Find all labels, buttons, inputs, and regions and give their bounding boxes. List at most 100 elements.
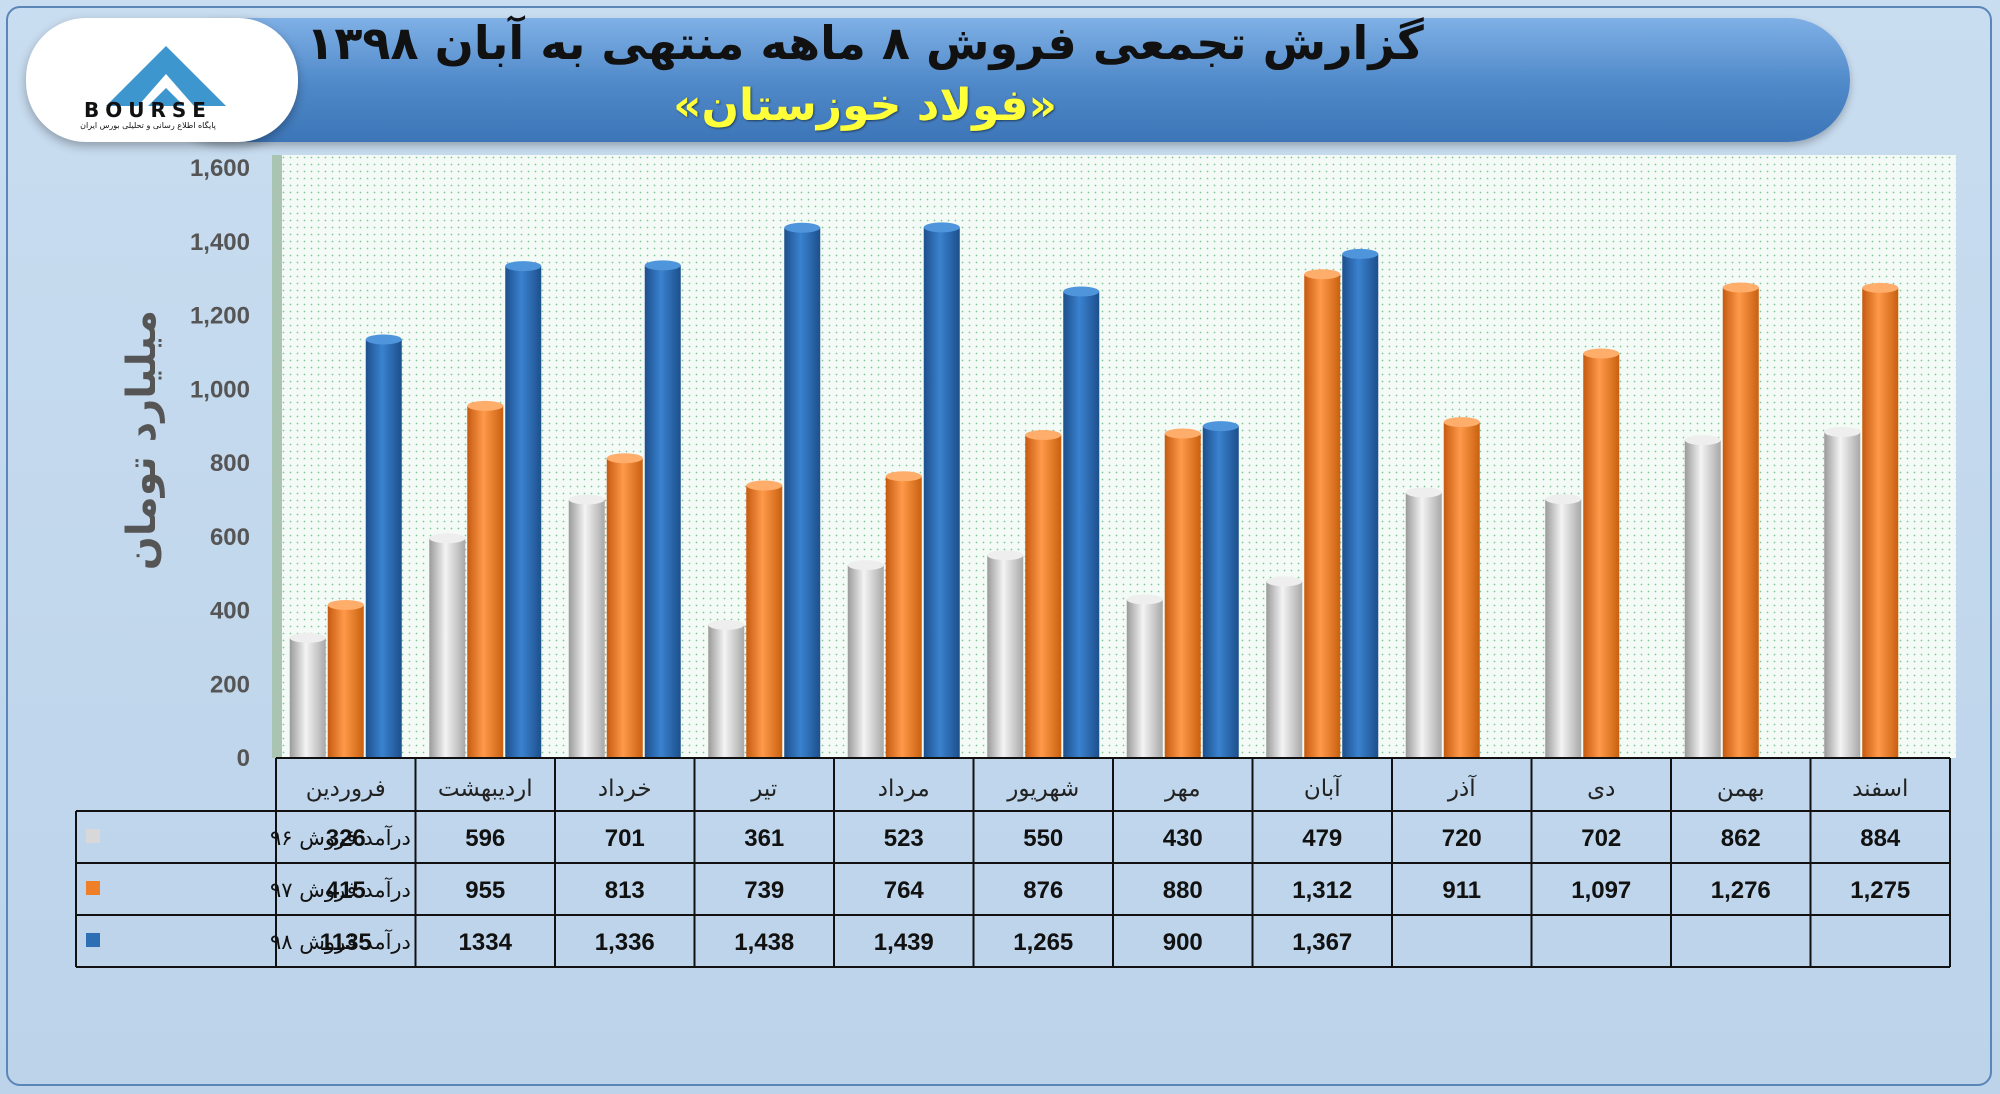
y-tick-label: 0 [237,745,250,772]
bar-96 [429,538,466,758]
table-cell: 862 [1721,825,1761,852]
table-cell: 702 [1581,825,1621,852]
bar-96 [847,565,884,758]
bar-cap [1545,494,1582,505]
bar-97 [1025,434,1062,758]
x-tick-label: اردیبهشت [438,776,533,802]
bar-97 [1164,433,1201,758]
bar-cap [289,632,326,643]
table-cell: 1,367 [1292,929,1352,956]
legend-entry: درآمد فروش ۹۸ [270,929,411,954]
bar-cap [1266,576,1303,587]
table-cell: 1135 [320,929,372,956]
bar-cap [568,494,605,505]
legend-entry: درآمد فروش ۹۷ [270,877,411,902]
table-cell: 430 [1163,825,1203,852]
x-tick-label: مرداد [878,776,930,802]
table-cell: 813 [605,877,645,904]
x-tick-label: دی [1587,776,1615,802]
bar-96 [987,555,1024,758]
bar-cap [987,550,1024,561]
x-tick-label: شهریور [1006,776,1079,802]
table-cell: 361 [744,825,784,852]
bar-97 [1722,287,1759,758]
x-tick-label: اسفند [1852,776,1908,802]
chart-title: گزارش تجمعی فروش ۸ ماهه منتهی به آبان ۱۳… [306,16,1424,70]
table-cell: 1,275 [1850,877,1910,904]
bar-cap [1063,286,1100,297]
bar-96 [1126,599,1163,758]
table-cell: 1,265 [1013,929,1073,956]
bar-cap [1342,248,1379,259]
y-tick-label: 1,600 [190,155,250,182]
table-cell: 876 [1023,877,1063,904]
bar-cap [327,599,364,610]
bar-96 [289,637,326,758]
x-tick-label: آبان [1304,774,1342,802]
table-cell: 479 [1302,825,1342,852]
table-cell: 326 [326,825,366,852]
table-cell: 550 [1023,825,1063,852]
bar-cap [505,261,542,272]
x-tick-label: فروردین [306,776,386,802]
table-cell: 1,312 [1292,877,1352,904]
bar-cap [467,400,504,411]
x-tick-label: آذر [1447,774,1477,802]
table-cell: 596 [465,825,505,852]
bar-97 [746,485,783,758]
bar-97 [1583,353,1620,758]
legend-entry: درآمد فروش ۹۶ [270,825,411,850]
bar-cap [708,619,745,630]
table-cell: 415 [326,877,366,904]
table-cell: 739 [744,877,784,904]
bar-98 [1063,291,1100,758]
bar-cap [606,453,643,464]
bar-cap [784,222,821,233]
bar-cap [365,334,402,345]
logo [26,18,298,142]
bar-96 [1405,492,1442,758]
y-tick-label: 600 [210,524,250,551]
table-cell: 900 [1163,929,1203,956]
bar-cap [1126,594,1163,605]
bar-cap [1862,282,1899,293]
table-cell: 523 [884,825,924,852]
x-tick-label: مهر [1164,776,1201,802]
bar-97 [1304,274,1341,758]
bar-96 [1684,440,1721,758]
table-cell: 701 [605,825,645,852]
bar-98 [923,227,960,758]
y-tick-label: 1,000 [190,376,250,403]
table-cell: 884 [1860,825,1901,852]
title-banner [160,18,1850,142]
bar-cap [1722,282,1759,293]
bar-97 [1862,287,1899,758]
table-cell: 720 [1442,825,1482,852]
bar-cap [644,260,681,271]
x-tick-label: تیر [750,776,777,802]
bar-98 [365,339,402,758]
bar-cap [1304,269,1341,280]
chart-frame [6,6,1992,1086]
table-cell: 764 [884,877,925,904]
table-cell: 1,438 [734,929,794,956]
table-cell: 880 [1163,877,1203,904]
y-tick-label: 200 [210,671,250,698]
bar-cap [1202,421,1239,432]
bar-96 [1545,499,1582,758]
bar-cap [1405,487,1442,498]
bar-97 [885,476,922,758]
bar-cap [847,560,884,571]
bar-98 [1342,253,1379,758]
bar-cap [1025,429,1062,440]
bar-cap [885,471,922,482]
bar-cap [1684,435,1721,446]
bar-97 [606,458,643,758]
bar-97 [327,604,364,758]
bar-cap [746,480,783,491]
y-tick-label: 800 [210,450,250,477]
y-tick-label: 1,400 [190,229,250,256]
bar-96 [1824,432,1861,758]
x-tick-label: بهمن [1717,776,1765,802]
